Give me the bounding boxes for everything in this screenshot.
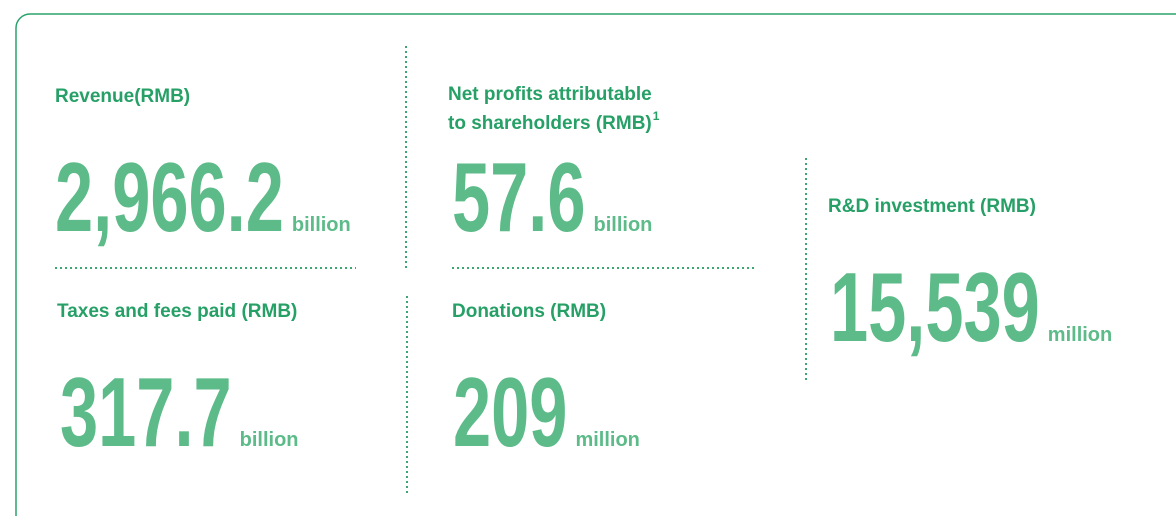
- metric-label: Donations (RMB): [452, 301, 606, 322]
- metric-label: Revenue(RMB): [55, 86, 190, 107]
- metric-value: 15,539: [830, 252, 1040, 362]
- frame: [15, 13, 1176, 516]
- metric-value: 57.6: [452, 142, 586, 252]
- metric-unit: billion: [240, 429, 299, 451]
- metric-value: 209: [453, 357, 567, 467]
- metric-value: 2,966.2: [55, 142, 284, 252]
- metric-label: R&D investment (RMB): [828, 196, 1036, 217]
- footnote-ref: 1: [653, 109, 660, 123]
- metric-unit: billion: [292, 214, 351, 236]
- metric-label: to shareholders (RMB): [448, 113, 652, 134]
- metric-unit: million: [1048, 324, 1112, 346]
- metric-unit: billion: [594, 214, 653, 236]
- metric-value: 317.7: [60, 357, 232, 467]
- metric-unit: million: [575, 429, 639, 451]
- metric-label: Net profits attributable: [448, 84, 652, 105]
- metric-label: Taxes and fees paid (RMB): [57, 301, 297, 322]
